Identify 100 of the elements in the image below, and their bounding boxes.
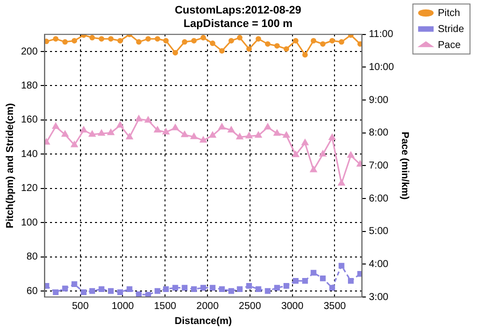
point xyxy=(126,133,133,140)
point xyxy=(283,132,290,138)
point xyxy=(320,275,326,282)
y2-tick-label: 4:00 xyxy=(368,258,389,270)
point xyxy=(292,278,299,284)
point xyxy=(348,278,354,284)
point xyxy=(357,271,362,277)
point xyxy=(218,124,226,130)
point xyxy=(108,288,114,294)
y2-tick-label: 7:00 xyxy=(368,160,389,172)
y-tick-label: 120 xyxy=(20,183,38,194)
point xyxy=(154,36,160,42)
point xyxy=(338,262,344,269)
point xyxy=(256,36,262,42)
point xyxy=(72,38,78,44)
point xyxy=(210,40,216,46)
point xyxy=(190,133,198,140)
point xyxy=(172,124,179,130)
point xyxy=(98,36,104,42)
chart-subtitle: LapDistance = 100 m xyxy=(183,18,293,30)
point xyxy=(246,283,252,289)
point xyxy=(52,36,58,42)
x-axis-title: Distance(m) xyxy=(174,316,232,327)
legend-label: Pace xyxy=(438,40,462,51)
y-tick-label: 60 xyxy=(26,286,38,297)
point xyxy=(338,39,344,45)
point xyxy=(200,284,206,291)
y-tick-label: 180 xyxy=(20,80,38,92)
point xyxy=(89,288,96,294)
point xyxy=(80,126,88,132)
point xyxy=(88,130,96,137)
point xyxy=(236,133,244,140)
point xyxy=(117,38,123,44)
point xyxy=(80,289,87,296)
y-tick-label: 140 xyxy=(20,148,38,160)
point xyxy=(228,38,234,44)
point xyxy=(302,278,308,284)
point xyxy=(154,288,160,294)
point xyxy=(320,41,326,47)
point xyxy=(162,128,170,134)
point xyxy=(145,36,151,42)
point xyxy=(329,38,335,44)
point xyxy=(228,126,235,132)
point xyxy=(62,130,68,137)
point xyxy=(182,39,188,45)
point xyxy=(52,289,59,296)
point xyxy=(200,34,206,40)
point xyxy=(200,136,207,143)
y-axis-title: Pitch(bpm) and Stride(cm) xyxy=(4,103,16,228)
point xyxy=(310,270,316,276)
point xyxy=(98,286,104,292)
y2-tick-label: 3:00 xyxy=(368,292,389,303)
point xyxy=(145,292,152,297)
legend-label: Pitch xyxy=(438,8,460,19)
point xyxy=(144,116,152,123)
x-tick-label: 1000 xyxy=(112,300,134,312)
point xyxy=(126,286,132,292)
point xyxy=(163,286,169,292)
point xyxy=(246,132,252,138)
y2-tick-label: 10:00 xyxy=(368,62,394,73)
y2-axis-title: Pace (min/km) xyxy=(399,132,410,200)
x-tick-label: 1500 xyxy=(154,300,177,312)
point xyxy=(98,130,105,136)
point xyxy=(319,150,326,156)
point xyxy=(172,50,178,56)
point xyxy=(264,41,270,47)
point xyxy=(256,286,262,292)
point xyxy=(246,46,252,52)
point xyxy=(219,48,225,54)
point xyxy=(44,138,50,145)
y2-tick-label: 5:00 xyxy=(368,226,389,238)
point xyxy=(62,39,68,45)
point xyxy=(44,38,50,44)
point xyxy=(116,122,124,128)
point xyxy=(89,34,95,40)
point xyxy=(292,151,300,158)
point xyxy=(284,46,290,52)
point xyxy=(108,36,114,42)
point xyxy=(135,115,142,122)
point xyxy=(328,134,336,140)
point xyxy=(163,38,169,44)
point xyxy=(228,288,234,294)
point xyxy=(284,283,290,289)
point xyxy=(310,166,317,172)
point xyxy=(329,284,336,291)
point xyxy=(356,160,362,167)
point xyxy=(357,41,362,47)
point xyxy=(136,39,142,45)
point xyxy=(191,286,197,292)
point xyxy=(264,124,272,130)
point xyxy=(44,283,50,289)
chart-title: CustomLaps:2012-08-29 xyxy=(174,4,302,17)
point xyxy=(236,286,243,292)
y-tick-label: 80 xyxy=(26,252,38,263)
y2-tick-label: 6:00 xyxy=(368,193,389,204)
point xyxy=(219,286,225,292)
y-tick-label: 200 xyxy=(20,46,38,58)
point xyxy=(264,288,271,294)
point xyxy=(274,284,280,291)
x-tick-label: 2500 xyxy=(238,300,262,312)
